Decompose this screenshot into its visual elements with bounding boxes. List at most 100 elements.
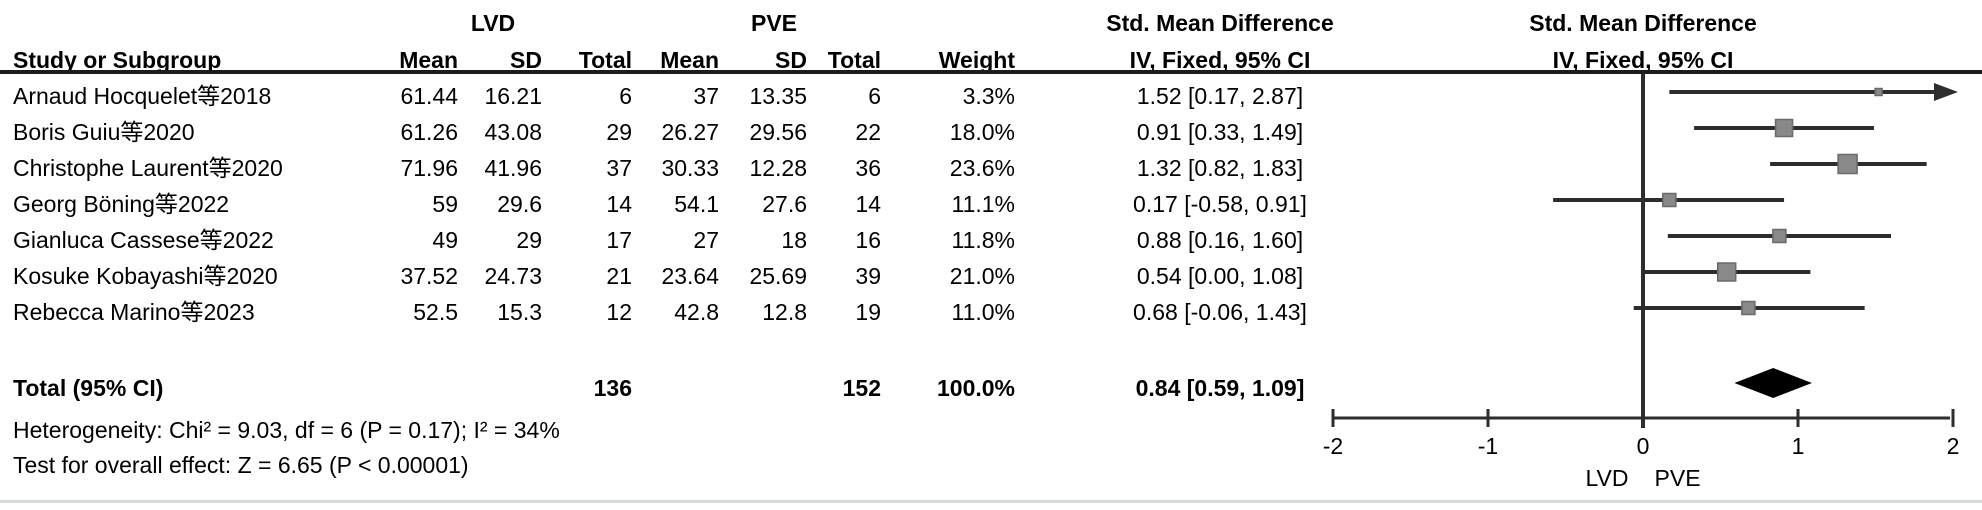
pve-sd: 29.56 xyxy=(749,119,807,145)
weight: 11.1% xyxy=(951,191,1015,217)
pve-total: 6 xyxy=(868,83,881,109)
pve-mean: 42.8 xyxy=(674,299,719,325)
axis-label-lvd: LVD xyxy=(1585,465,1629,491)
col-header-pve-total: Total xyxy=(827,47,881,73)
pve-total: 19 xyxy=(855,299,881,325)
lvd-total: 37 xyxy=(606,155,632,181)
pve-total: 14 xyxy=(855,191,881,217)
pve-total: 39 xyxy=(855,263,881,289)
effect-square xyxy=(1662,192,1677,208)
ci-arrow-right xyxy=(1934,83,1958,101)
col-header-weight: Weight xyxy=(938,47,1015,73)
total-diamond xyxy=(1734,368,1812,398)
smd-ci: 0.88 [0.16, 1.60] xyxy=(1136,227,1304,253)
axis-tick-label: 2 xyxy=(1947,433,1960,459)
axis-tick-label: -2 xyxy=(1323,433,1343,459)
lvd-total: 29 xyxy=(606,119,632,145)
weight: 18.0% xyxy=(949,119,1015,145)
pve-total: 22 xyxy=(855,119,881,145)
study-name: Gianluca Cassese等2022 xyxy=(13,227,274,253)
lvd-mean: 49 xyxy=(432,227,458,253)
lvd-mean: 71.96 xyxy=(400,155,458,181)
effect-square xyxy=(1716,262,1737,282)
pve-sd: 18 xyxy=(781,227,807,253)
col-header-lvd-total: Total xyxy=(578,47,632,73)
smd-ci: 0.68 [-0.06, 1.43] xyxy=(1133,299,1307,325)
group-header-smd-plot: Std. Mean Difference xyxy=(1529,10,1757,36)
lvd-sd: 43.08 xyxy=(484,119,542,145)
total-smd-ci: 0.84 [0.59, 1.09] xyxy=(1135,375,1305,401)
pve-sd: 12.28 xyxy=(749,155,807,181)
col-header-lvd-mean: Mean xyxy=(399,47,458,73)
weight: 11.0% xyxy=(951,299,1015,325)
axis-tick-label: -1 xyxy=(1478,433,1498,459)
lvd-sd: 29 xyxy=(516,227,542,253)
smd-ci: 1.32 [0.82, 1.83] xyxy=(1136,155,1304,181)
pve-sd: 12.8 xyxy=(762,299,807,325)
pve-sd: 27.6 xyxy=(762,191,807,217)
col-header-ci: IV, Fixed, 95% CI xyxy=(1129,47,1311,73)
lvd-mean: 52.5 xyxy=(413,299,458,325)
lvd-mean: 37.52 xyxy=(400,263,458,289)
study-name: Christophe Laurent等2020 xyxy=(13,155,283,181)
study-name: Georg Böning等2022 xyxy=(13,191,230,217)
pve-mean: 27 xyxy=(693,227,719,253)
study-name: Rebecca Marino等2023 xyxy=(13,299,255,325)
total-pve-total: 152 xyxy=(842,375,881,401)
lvd-total: 21 xyxy=(606,263,632,289)
weight: 21.0% xyxy=(949,263,1015,289)
lvd-mean: 61.26 xyxy=(400,119,458,145)
pve-mean: 37 xyxy=(693,83,719,109)
group-header-smd-table: Std. Mean Difference xyxy=(1106,10,1334,36)
lvd-sd: 15.3 xyxy=(497,299,542,325)
lvd-mean: 61.44 xyxy=(400,83,458,109)
lvd-total: 14 xyxy=(606,191,632,217)
lvd-total: 17 xyxy=(606,227,632,253)
axis-comparison-labels: LVD PVE xyxy=(1585,460,1700,496)
col-header-pve-sd: SD xyxy=(775,47,807,73)
pve-sd: 13.35 xyxy=(749,83,807,109)
col-header-lvd-sd: SD xyxy=(510,47,542,73)
study-name: Kosuke Kobayashi等2020 xyxy=(13,263,278,289)
smd-ci: 0.91 [0.33, 1.49] xyxy=(1136,119,1304,145)
pve-mean: 26.27 xyxy=(661,119,719,145)
effect-square xyxy=(1874,87,1883,97)
weight: 11.8% xyxy=(951,227,1015,253)
total-lvd-total: 136 xyxy=(593,375,632,401)
col-header-pve-mean: Mean xyxy=(660,47,719,73)
pve-mean: 30.33 xyxy=(661,155,719,181)
effect-square xyxy=(1837,153,1858,175)
col-header-study: Study or Subgroup xyxy=(13,47,222,73)
smd-ci: 0.17 [-0.58, 0.91] xyxy=(1133,191,1307,217)
lvd-sd: 41.96 xyxy=(484,155,542,181)
lvd-total: 12 xyxy=(606,299,632,325)
weight: 23.6% xyxy=(949,155,1015,181)
lvd-mean: 59 xyxy=(432,191,458,217)
lvd-sd: 24.73 xyxy=(484,263,542,289)
overall-effect-text: Test for overall effect: Z = 6.65 (P < 0… xyxy=(13,452,469,478)
study-name: Boris Guiu等2020 xyxy=(13,119,195,145)
pve-mean: 54.1 xyxy=(674,191,719,217)
effect-square xyxy=(1741,300,1756,316)
axis-label-pve: PVE xyxy=(1654,465,1701,491)
pve-total: 36 xyxy=(855,155,881,181)
weight: 3.3% xyxy=(962,83,1015,109)
total-weight: 100.0% xyxy=(936,375,1015,401)
pve-total: 16 xyxy=(855,227,881,253)
col-header-ci-plot: IV, Fixed, 95% CI xyxy=(1552,47,1734,73)
lvd-sd: 29.6 xyxy=(497,191,542,217)
axis-tick-label: 1 xyxy=(1792,433,1805,459)
lvd-total: 6 xyxy=(619,83,632,109)
total-label: Total (95% CI) xyxy=(13,375,164,401)
effect-square xyxy=(1772,228,1787,244)
study-name: Arnaud Hocquelet等2018 xyxy=(13,83,272,109)
bottom-border xyxy=(0,500,1982,503)
heterogeneity-text: Heterogeneity: Chi² = 9.03, df = 6 (P = … xyxy=(13,417,560,443)
group-header-lvd: LVD xyxy=(470,10,516,36)
pve-mean: 23.64 xyxy=(661,263,719,289)
header-divider-line xyxy=(0,70,1982,74)
pve-sd: 25.69 xyxy=(749,263,807,289)
axis-tick-label: 0 xyxy=(1637,433,1650,459)
